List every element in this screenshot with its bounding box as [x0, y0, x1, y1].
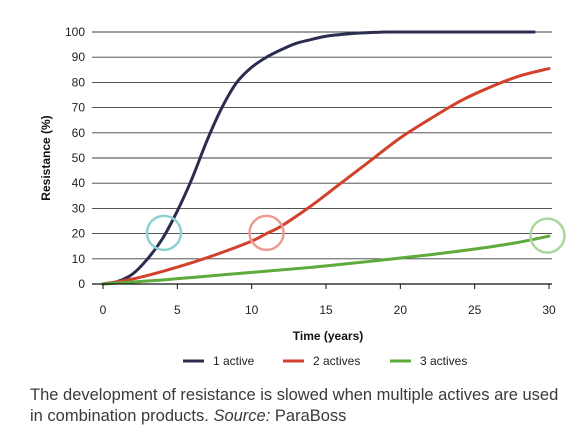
series-line-1 [101, 30, 536, 286]
legend: 1 active 2 actives 3 actives [183, 354, 467, 368]
series-line-2 [101, 67, 551, 286]
series-lines [101, 30, 551, 286]
legend-label-2: 2 actives [313, 354, 360, 368]
x-tick-label-15: 15 [319, 303, 333, 317]
resistance-chart: 0 10 20 30 40 50 60 70 80 90 100 0 5 10 15 20 25 30 Time … [39, 25, 566, 368]
legend-label-1: 1 active [213, 354, 255, 368]
y-tick-label-10: 10 [72, 252, 86, 266]
x-tick-label-20: 20 [394, 303, 408, 317]
y-tick-label-50: 50 [72, 151, 86, 165]
y-tick-label-80: 80 [72, 75, 86, 89]
caption-text: The development of resistance is slowed … [30, 386, 559, 425]
legend-label-3: 3 actives [420, 354, 467, 368]
x-tick-label-30: 30 [542, 303, 556, 317]
caption-source-name: ParaBoss [270, 407, 347, 425]
x-tick-label-10: 10 [245, 303, 259, 317]
x-tick-label-25: 25 [468, 303, 482, 317]
y-axis-title: Resistance (%) [39, 115, 53, 200]
series-line-3 [101, 234, 551, 286]
y-tick-label-60: 60 [72, 126, 86, 140]
y-tick-label-30: 30 [72, 201, 86, 215]
y-tick-label-20: 20 [72, 227, 86, 241]
x-tick-label-0: 0 [100, 303, 107, 317]
highlight-circle-1 [145, 214, 183, 252]
grid-lines [92, 31, 552, 260]
y-tick-label-0: 0 [78, 277, 85, 291]
highlight-circles [145, 214, 566, 254]
y-tick-label-40: 40 [72, 176, 86, 190]
y-tick-label-90: 90 [72, 50, 86, 64]
highlight-circle-3 [529, 217, 566, 254]
y-tick-label-100: 100 [65, 25, 85, 39]
y-tick-label-70: 70 [72, 101, 86, 115]
figure-caption: The development of resistance is slowed … [30, 385, 575, 427]
axes: 0 10 20 30 40 50 60 70 80 90 100 0 5 10 15 20 25 30 [65, 25, 556, 317]
caption-source-label: Source: [213, 407, 271, 425]
x-axis-title: Time (years) [293, 329, 363, 343]
x-tick-label-5: 5 [174, 303, 181, 317]
highlight-circle-2 [248, 214, 285, 252]
